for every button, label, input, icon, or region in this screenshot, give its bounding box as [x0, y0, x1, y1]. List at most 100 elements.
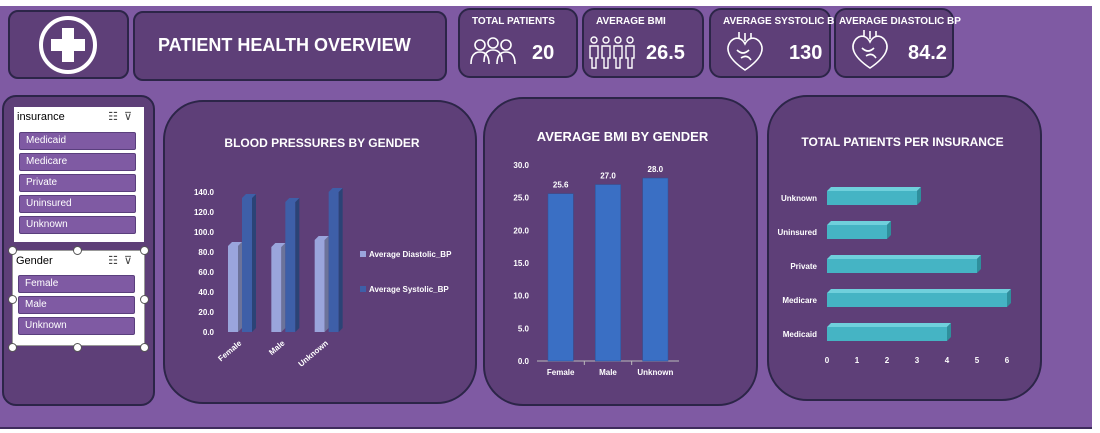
resize-handle[interactable] [140, 343, 149, 352]
y-tick-label: Private [790, 262, 817, 271]
dashboard-canvas: PATIENT HEALTH OVERVIEW TOTAL PATIENTS 2… [0, 6, 1092, 429]
body-figures-icon [589, 36, 635, 69]
y-tick-label: Medicare [782, 296, 817, 305]
slicer-item-medicare[interactable]: Medicare [19, 153, 136, 171]
resize-handle[interactable] [8, 295, 17, 304]
bar-unknown [827, 191, 917, 205]
kpi-value: 84.2 [908, 42, 947, 64]
multi-select-icon[interactable]: ☷ [108, 111, 124, 123]
bar-female-systolic-top [242, 194, 256, 198]
page-title: PATIENT HEALTH OVERVIEW [158, 35, 411, 55]
kpi-value: 26.5 [646, 42, 685, 64]
bar-unknown-diastolic-side [324, 236, 329, 332]
y-tick-label: 10.0 [513, 292, 529, 301]
bar-medicaid [827, 327, 947, 341]
multi-select-icon[interactable]: ☷ [108, 255, 124, 267]
y-tick-label: 140.0 [194, 188, 215, 197]
bar-unknown-diastolic [314, 240, 325, 332]
bp-by-gender-chart: 0.0 20.0 40.0 60.0 80.0 100.0 120.0 140.0 Female… [194, 188, 452, 369]
bar-private [827, 259, 977, 273]
x-tick-label: Female [216, 338, 243, 363]
slicer-header: insurance [17, 111, 65, 123]
bar-male-systolic-side [295, 198, 300, 332]
y-tick-label: 25.0 [513, 194, 529, 203]
bar-unknown-systolic [328, 192, 339, 332]
gender-slicer: Gender ☷⊽ Female Male Unknown [12, 250, 145, 346]
x-tick-label: Unknown [297, 339, 330, 369]
bar-medicaid-side [947, 323, 951, 341]
data-label: 28.0 [648, 165, 664, 174]
bar-unknown-systolic-side [338, 188, 343, 332]
bar-medicare [827, 293, 1007, 307]
resize-handle[interactable] [8, 246, 17, 255]
bar-uninsured-top [827, 221, 891, 225]
x-tick-label: Male [599, 368, 617, 377]
y-tick-label: 15.0 [513, 259, 529, 268]
slicer-item-unknown[interactable]: Unknown [18, 317, 135, 335]
x-tick-label: 6 [1005, 356, 1010, 365]
bar-female-systolic-side [252, 194, 256, 332]
bar-female [547, 193, 574, 362]
y-tick-label: Unknown [781, 194, 817, 203]
clear-filter-icon[interactable]: ⊽ [123, 255, 138, 267]
heart-icon [852, 30, 888, 69]
y-tick-label: 30.0 [513, 161, 529, 170]
slicer-item-unknown[interactable]: Unknown [19, 216, 136, 234]
y-tick-label: Medicaid [783, 330, 817, 339]
kpi-average-systolic-bp: AVERAGE SYSTOLIC BP 130 [709, 8, 841, 78]
bp-by-gender-chart-card: BLOOD PRESSURES BY GENDER 0.0 20.0 40.0 60.… [163, 100, 477, 404]
slicer-item-private[interactable]: Private [19, 174, 136, 192]
bar-male-systolic-top [285, 198, 300, 202]
chart-title: BLOOD PRESSURES BY GENDER [224, 136, 420, 150]
bar-medicaid-top [827, 323, 951, 327]
people-group-icon [470, 37, 516, 65]
kpi-label: TOTAL PATIENTS [472, 16, 555, 27]
bar-medicare-side [1007, 289, 1011, 307]
slicer-item-uninsured[interactable]: Uninsured [19, 195, 136, 213]
bar-male-diastolic [271, 247, 282, 332]
legend-swatch [360, 286, 366, 292]
resize-handle[interactable] [140, 246, 149, 255]
legend-swatch [360, 251, 366, 257]
y-tick-label: 100.0 [194, 228, 215, 237]
resize-handle[interactable] [8, 343, 17, 352]
bar-medicare-top [827, 289, 1011, 293]
resize-handle[interactable] [73, 343, 82, 352]
resize-handle[interactable] [73, 246, 82, 255]
x-tick-label: Male [267, 338, 287, 357]
bar-unknown [642, 177, 669, 362]
kpi-label: AVERAGE DIASTOLIC BP [839, 16, 961, 27]
kpi-average-bmi: AVERAGE BMI 26.5 [582, 8, 704, 78]
kpi-total-patients: TOTAL PATIENTS 20 [458, 8, 578, 78]
slicer-item-female[interactable]: Female [18, 275, 135, 293]
y-tick-label: 20.0 [198, 308, 214, 317]
bar-unknown-side [917, 187, 921, 205]
y-tick-label: Uninsured [777, 228, 817, 237]
bmi-by-gender-chart-card: AVERAGE BMI BY GENDER 0.0 5.0 10.0 15.0 20.0… [483, 97, 758, 406]
slicer-item-medicaid[interactable]: Medicaid [19, 132, 136, 150]
logo-card [8, 10, 129, 79]
kpi-value: 130 [789, 42, 823, 64]
insurance-slicer: insurance ☷⊽ Medicaid Medicare Private U… [14, 107, 144, 242]
kpi-label: AVERAGE BMI [596, 16, 666, 27]
x-tick-label: 4 [945, 356, 950, 365]
data-label: 25.6 [553, 181, 569, 190]
clear-filter-icon[interactable]: ⊽ [123, 111, 138, 123]
bar-private-side [977, 255, 981, 273]
medical-cross-icon [39, 16, 97, 74]
bar-female-diastolic [228, 246, 238, 332]
kpi-value: 20 [532, 42, 555, 64]
resize-handle[interactable] [140, 295, 149, 304]
bar-uninsured-side [887, 221, 891, 239]
y-tick-label: 60.0 [198, 268, 214, 277]
x-tick-label: Female [547, 368, 575, 377]
bar-female-systolic [242, 198, 252, 332]
bar-male-systolic [285, 202, 296, 332]
bar-private-top [827, 255, 981, 259]
bmi-by-gender-chart: 0.0 5.0 10.0 15.0 20.0 25.0 30.0 25.6 Female 27.0… [513, 161, 679, 377]
slicer-item-male[interactable]: Male [18, 296, 135, 314]
chart-title: TOTAL PATIENTS PER INSURANCE [801, 135, 1004, 149]
y-tick-label: 40.0 [198, 288, 214, 297]
heart-icon [727, 32, 763, 71]
y-tick-label: 0.0 [518, 357, 530, 366]
